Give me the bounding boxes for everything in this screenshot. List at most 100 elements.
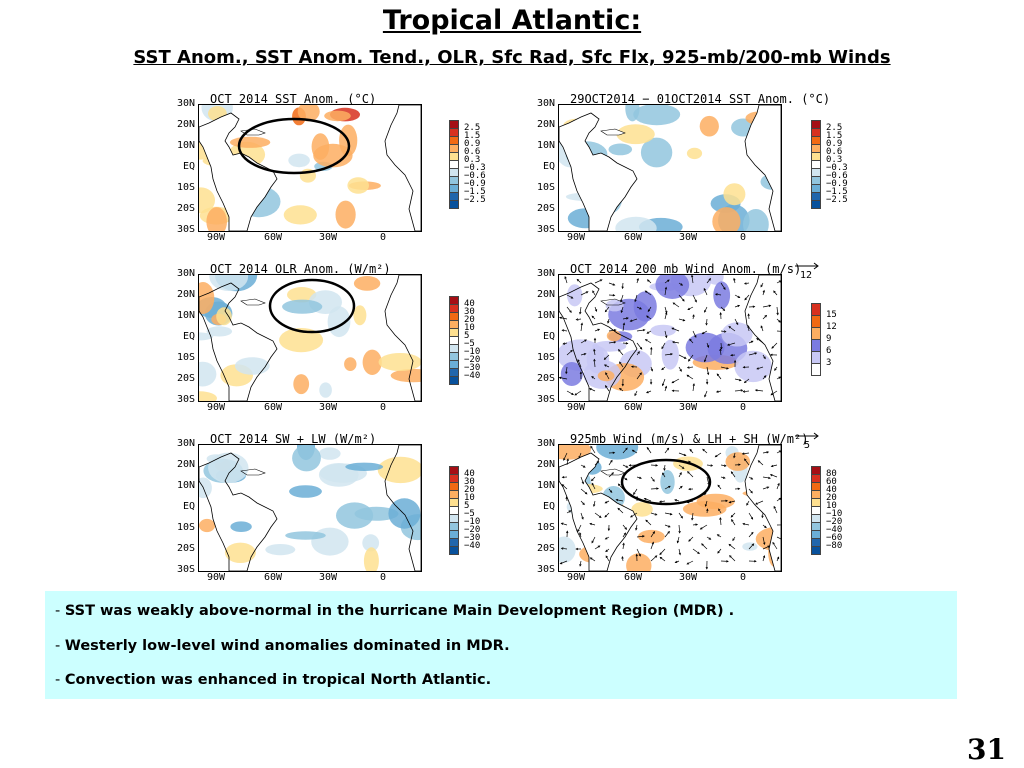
lat-tick-label: 10S bbox=[176, 182, 195, 193]
lat-tick-label: 20S bbox=[176, 543, 195, 554]
wind-vector bbox=[678, 524, 681, 533]
wind-arrowhead bbox=[754, 389, 758, 392]
wind-vector bbox=[604, 512, 610, 518]
wind-arrowhead bbox=[576, 278, 580, 282]
wind-arrowhead bbox=[604, 385, 608, 388]
colorbar-label: 0.6 bbox=[826, 147, 843, 157]
map-plot bbox=[558, 444, 782, 572]
wind-vector bbox=[719, 348, 722, 356]
wind-arrowhead bbox=[686, 562, 690, 565]
colorbar-label: −1.5 bbox=[826, 187, 848, 197]
wind-vector bbox=[715, 293, 722, 296]
wind-vector bbox=[580, 353, 586, 356]
wind-arrowhead bbox=[680, 283, 684, 286]
colorbar-label: 0.6 bbox=[464, 147, 481, 157]
anomaly-shading bbox=[682, 501, 727, 517]
wind-arrowhead bbox=[731, 518, 734, 522]
wind-arrowhead bbox=[729, 555, 732, 558]
wind-vector bbox=[636, 342, 643, 350]
wind-arrowhead bbox=[686, 366, 690, 369]
wind-arrowhead bbox=[589, 557, 593, 560]
anomaly-shading bbox=[378, 353, 421, 371]
bullet-3-text: Convection was enhanced in tropical Nort… bbox=[64, 672, 492, 688]
wind-arrowhead bbox=[612, 451, 616, 455]
wind-vector bbox=[776, 306, 779, 315]
wind-arrowhead bbox=[591, 315, 595, 319]
lat-tick-label: EQ bbox=[182, 501, 195, 512]
wind-arrowhead bbox=[764, 314, 768, 318]
wind-vector bbox=[720, 342, 722, 349]
wind-vector bbox=[591, 483, 596, 490]
map-canvas bbox=[559, 275, 781, 401]
wind-vector bbox=[727, 342, 736, 346]
wind-arrowhead bbox=[683, 453, 687, 457]
wind-arrowhead bbox=[741, 452, 745, 455]
lat-tick-label: 10N bbox=[176, 480, 195, 491]
caribbean-coastline bbox=[240, 298, 266, 306]
wind-vector bbox=[770, 390, 778, 396]
wind-arrowhead bbox=[605, 372, 608, 375]
wind-arrowhead bbox=[646, 315, 649, 318]
colorbar-label: 40 bbox=[826, 485, 837, 495]
wind-arrowhead bbox=[706, 372, 710, 376]
wind-arrowhead bbox=[742, 365, 746, 369]
wind-vector bbox=[566, 390, 574, 395]
colorbar-label: −10 bbox=[464, 517, 481, 527]
wind-vector bbox=[664, 524, 671, 528]
wind-vector bbox=[687, 366, 694, 369]
lon-tick-label: 90W bbox=[566, 232, 586, 243]
colorbar-label: −10 bbox=[826, 509, 843, 519]
wind-arrowhead bbox=[631, 449, 635, 453]
wind-arrowhead bbox=[778, 320, 781, 323]
wind-arrowhead bbox=[588, 388, 592, 391]
wind-arrowhead bbox=[584, 491, 588, 495]
anomaly-shading bbox=[596, 445, 639, 460]
anomaly-shading bbox=[560, 362, 583, 386]
wind-arrowhead bbox=[769, 474, 773, 477]
africa-coastline bbox=[384, 275, 421, 401]
wind-arrowhead bbox=[646, 446, 650, 450]
colorbar-label: −0.3 bbox=[826, 163, 848, 173]
wind-arrowhead bbox=[715, 390, 719, 393]
wind-arrowhead bbox=[575, 547, 579, 551]
lat-tick-label: 10S bbox=[176, 352, 195, 363]
wind-arrowhead bbox=[679, 472, 682, 475]
colorbar-label: 1.5 bbox=[826, 131, 843, 141]
wind-vector bbox=[703, 288, 708, 296]
wind-vector bbox=[594, 461, 599, 466]
wind-arrowhead bbox=[708, 537, 712, 540]
wind-arrowhead bbox=[568, 510, 572, 513]
anomaly-shading bbox=[616, 124, 655, 145]
anomaly-shading bbox=[633, 105, 681, 126]
lat-tick-label: 10N bbox=[536, 140, 555, 151]
bullet-2: - Westerly low-level wind anomalies domi… bbox=[55, 638, 510, 654]
anomaly-shading bbox=[650, 324, 676, 337]
anomaly-shading bbox=[734, 350, 772, 383]
wind-vector bbox=[566, 306, 572, 313]
wind-vector bbox=[691, 275, 694, 284]
wind-arrowhead bbox=[609, 490, 613, 493]
wind-vector bbox=[594, 328, 600, 332]
wind-arrowhead bbox=[742, 522, 745, 526]
wind-vector bbox=[692, 548, 700, 554]
wind-arrowhead bbox=[620, 310, 623, 314]
anomaly-shading bbox=[292, 445, 321, 472]
wind-vector bbox=[622, 317, 629, 320]
wind-arrowhead bbox=[582, 502, 585, 506]
wind-arrowhead bbox=[680, 515, 683, 519]
page-number: 31 bbox=[967, 733, 1006, 766]
wind-vector bbox=[650, 542, 654, 550]
wind-arrowhead bbox=[750, 477, 754, 480]
wind-arrowhead bbox=[635, 553, 639, 557]
colorbar-label: 3 bbox=[826, 358, 832, 368]
wind-arrowhead bbox=[701, 543, 704, 546]
wind-arrowhead bbox=[612, 294, 616, 297]
wind-arrowhead bbox=[667, 525, 671, 528]
wind-vector bbox=[762, 315, 767, 320]
wind-vector bbox=[771, 464, 778, 467]
wind-arrowhead bbox=[762, 555, 766, 558]
wind-vector bbox=[619, 361, 624, 368]
lon-tick-label: 30W bbox=[678, 402, 698, 413]
anomaly-shading bbox=[725, 452, 751, 471]
wind-arrowhead bbox=[604, 537, 608, 540]
